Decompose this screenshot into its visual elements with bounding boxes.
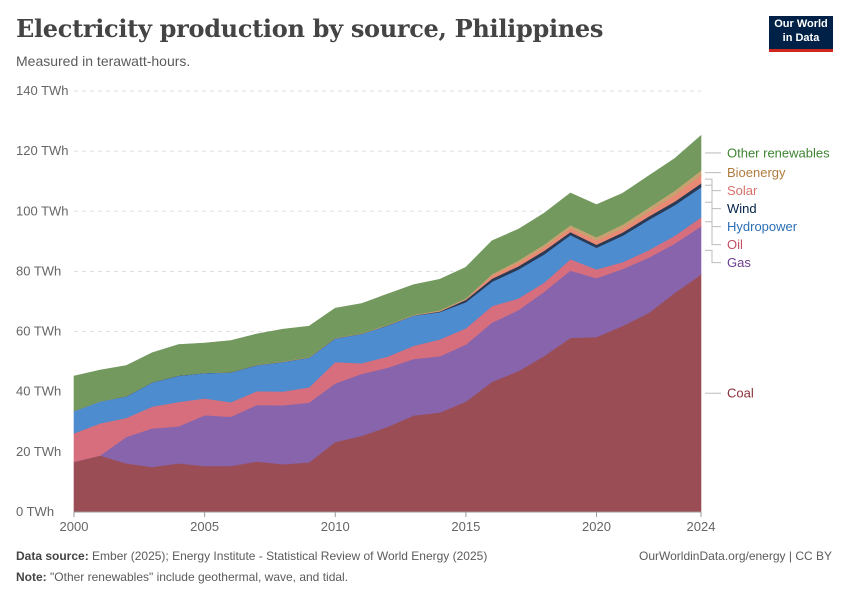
logo-line-2: in Data (782, 32, 820, 44)
chart-title: Electricity production by source, Philip… (16, 14, 604, 43)
note-label: Note: (16, 570, 47, 584)
legend-label-coal[interactable]: Coal (727, 386, 754, 401)
x-tick-label-2015: 2015 (451, 519, 480, 534)
y-tick-label-80: 80 TWh (16, 263, 61, 278)
x-tick-label-2024: 2024 (687, 519, 716, 534)
chart-subtitle: Measured in terawatt-hours. (16, 53, 191, 69)
y-tick-label-40: 40 TWh (16, 384, 61, 399)
legend-label-gas[interactable]: Gas (727, 255, 751, 270)
legend-label-hydropower[interactable]: Hydropower (727, 219, 798, 234)
chart-note: Note: "Other renewables" include geother… (16, 570, 348, 584)
note-text: "Other renewables" include geothermal, w… (50, 570, 349, 584)
owid-logo[interactable]: Our World in Data (769, 16, 833, 52)
legend-label-bioenergy[interactable]: Bioenergy (727, 165, 786, 180)
source-text[interactable]: Ember (2025); Energy Institute - Statist… (92, 549, 488, 563)
legend-label-wind[interactable]: Wind (727, 201, 757, 216)
legend-leader-hydropower (705, 201, 721, 228)
data-source: Data source: Ember (2025); Energy Instit… (16, 549, 487, 563)
legend-leader-wind (705, 184, 721, 210)
y-tick-label-0: 0 TWh (16, 504, 54, 519)
legend-label-oil[interactable]: Oil (727, 237, 743, 252)
x-tick-label-2005: 2005 (190, 519, 219, 534)
legend-leader-solar (705, 178, 721, 192)
y-tick-label-20: 20 TWh (16, 444, 61, 459)
y-tick-label-140: 140 TWh (16, 83, 69, 98)
y-tick-label-60: 60 TWh (16, 324, 61, 339)
legend-leader-oil (705, 221, 721, 246)
legend-leader-gas (705, 249, 721, 264)
x-tick-label-2010: 2010 (321, 519, 350, 534)
x-tick-label-2020: 2020 (582, 519, 611, 534)
logo-line-1: Our World (774, 18, 828, 30)
legend: Coal Gas Oil Hydropower Wind Solar Bioenergy Ot… (705, 145, 830, 401)
credit-link[interactable]: OurWorldinData.org/energy | CC BY (639, 549, 832, 563)
legend-label-other-renewables[interactable]: Other renewables (727, 145, 830, 160)
area-other-renewables[interactable] (73, 134, 702, 412)
stacked-areas (73, 134, 702, 513)
axes: 0 TWh 20 TWh 40 TWh 60 TWh 80 TWh 100 TWh 120 … (16, 83, 715, 534)
x-tick-label-2000: 2000 (60, 519, 89, 534)
y-tick-label-100: 100 TWh (16, 203, 69, 218)
legend-label-solar[interactable]: Solar (727, 183, 758, 198)
y-tick-label-120: 120 TWh (16, 143, 69, 158)
source-label: Data source: (16, 549, 89, 563)
